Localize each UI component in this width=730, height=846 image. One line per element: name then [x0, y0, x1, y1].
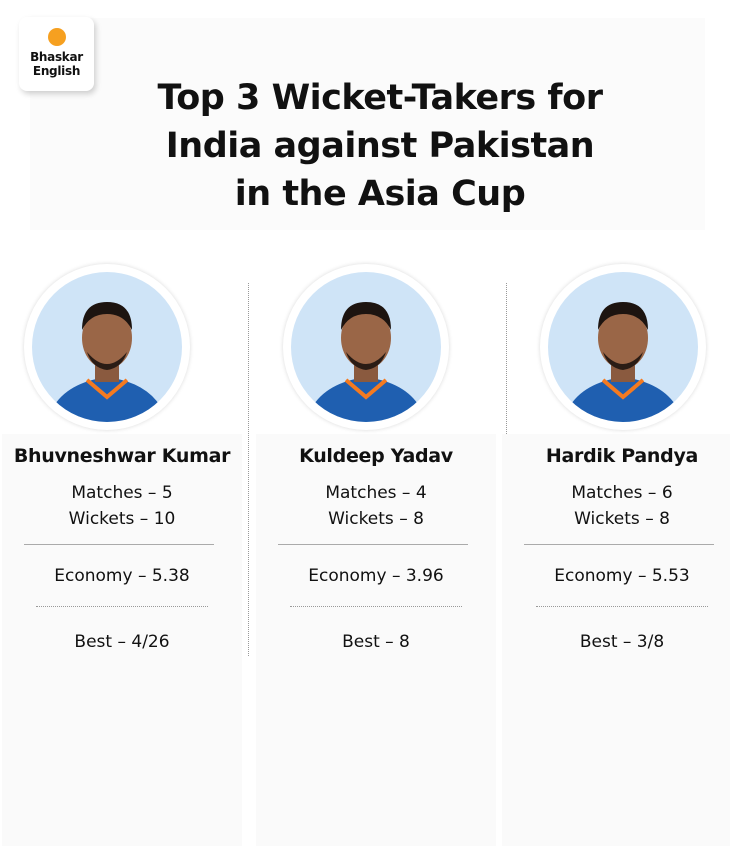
stat-divider: [278, 544, 468, 545]
column-divider: [248, 283, 249, 656]
economy-stat: Economy – 3.96: [308, 566, 444, 586]
title-line-1: Top 3 Wicket-Takers for: [157, 78, 603, 118]
matches-stat: Matches – 4: [325, 483, 427, 503]
player-name: Kuldeep Yadav: [299, 445, 453, 467]
logo-line1: Bhaskar: [30, 50, 83, 64]
stat-divider-dotted: [536, 606, 708, 607]
logo-line2: English: [32, 64, 81, 78]
player-portrait-icon: [291, 272, 441, 422]
economy-stat: Economy – 5.53: [554, 566, 690, 586]
stat-divider-dotted: [36, 606, 208, 607]
logo-dot-icon: [47, 28, 66, 46]
best-stat: Best – 4/26: [74, 632, 170, 652]
wickets-stat: Wickets – 8: [574, 509, 670, 529]
player-portrait-icon: [548, 272, 698, 422]
player-name: Bhuvneshwar Kumar: [13, 445, 231, 467]
best-stat: Best – 8: [342, 632, 410, 652]
player-photo: [283, 264, 449, 430]
matches-stat: Matches – 6: [571, 483, 673, 503]
stat-divider: [524, 544, 714, 545]
wickets-stat: Wickets – 10: [68, 509, 176, 529]
stat-divider: [24, 544, 214, 545]
title-background: [30, 18, 705, 230]
wickets-stat: Wickets – 8: [328, 509, 424, 529]
player-photo: [24, 264, 190, 430]
title-line-3: in the Asia Cup: [234, 174, 526, 214]
economy-stat: Economy – 5.38: [54, 566, 190, 586]
player-name: Hardik Pandya: [545, 445, 699, 467]
player-photo: [540, 264, 706, 430]
best-stat: Best – 3/8: [579, 632, 665, 652]
bhaskar-english-logo: Bhaskar English: [19, 17, 94, 91]
page-title: Top 3 Wicket-Takers for India against Pa…: [100, 74, 660, 218]
stat-divider-dotted: [290, 606, 462, 607]
title-line-2: India against Pakistan: [165, 126, 595, 166]
matches-stat: Matches – 5: [71, 483, 173, 503]
player-portrait-icon: [32, 272, 182, 422]
